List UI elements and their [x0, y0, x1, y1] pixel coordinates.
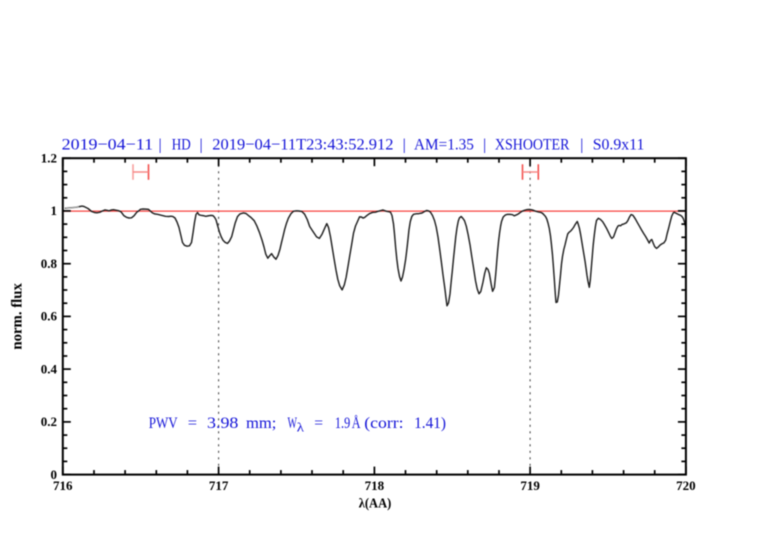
svg-text:3.98: 3.98: [207, 413, 238, 432]
svg-text:1.2: 1.2: [41, 151, 57, 166]
svg-text:norm. flux: norm. flux: [10, 283, 26, 350]
svg-text:mm;: mm;: [246, 413, 276, 432]
svg-text:0.4: 0.4: [41, 361, 58, 376]
svg-text:0.8: 0.8: [41, 256, 58, 271]
svg-text:2019−04−11: 2019−04−11: [62, 135, 154, 154]
svg-text:=: =: [188, 413, 197, 432]
svg-text:720: 720: [676, 478, 696, 493]
svg-text:W: W: [288, 413, 298, 432]
svg-text:|: |: [200, 135, 203, 154]
svg-text:HD: HD: [172, 135, 191, 154]
svg-text:PWV: PWV: [149, 413, 178, 432]
svg-text:λ(AA): λ(AA): [359, 496, 392, 511]
svg-text:|: |: [403, 135, 406, 154]
svg-text:Å: Å: [352, 413, 361, 432]
svg-text:=: =: [314, 413, 323, 432]
svg-text:0.6: 0.6: [41, 309, 58, 324]
svg-text:1.41): 1.41): [414, 413, 446, 432]
svg-text:λ: λ: [297, 419, 305, 434]
svg-text:2019−04−11T23:43:52.912: 2019−04−11T23:43:52.912: [212, 135, 393, 154]
svg-text:|: |: [483, 135, 486, 154]
svg-text:718: 718: [365, 478, 385, 493]
svg-text:XSHOOTER: XSHOOTER: [495, 135, 570, 154]
svg-text:|: |: [580, 135, 583, 154]
svg-text:|: |: [159, 135, 162, 154]
svg-text:1: 1: [51, 203, 58, 218]
svg-text:0: 0: [51, 467, 58, 482]
svg-text:1.9: 1.9: [335, 413, 350, 432]
svg-text:717: 717: [209, 478, 229, 493]
svg-text:S0.9x11: S0.9x11: [593, 135, 645, 154]
svg-text:716: 716: [53, 478, 73, 493]
svg-text:719: 719: [520, 478, 540, 493]
svg-text:(corr:: (corr:: [364, 413, 403, 432]
svg-text:0.2: 0.2: [41, 414, 57, 429]
svg-text:AM=1.35: AM=1.35: [414, 135, 474, 154]
